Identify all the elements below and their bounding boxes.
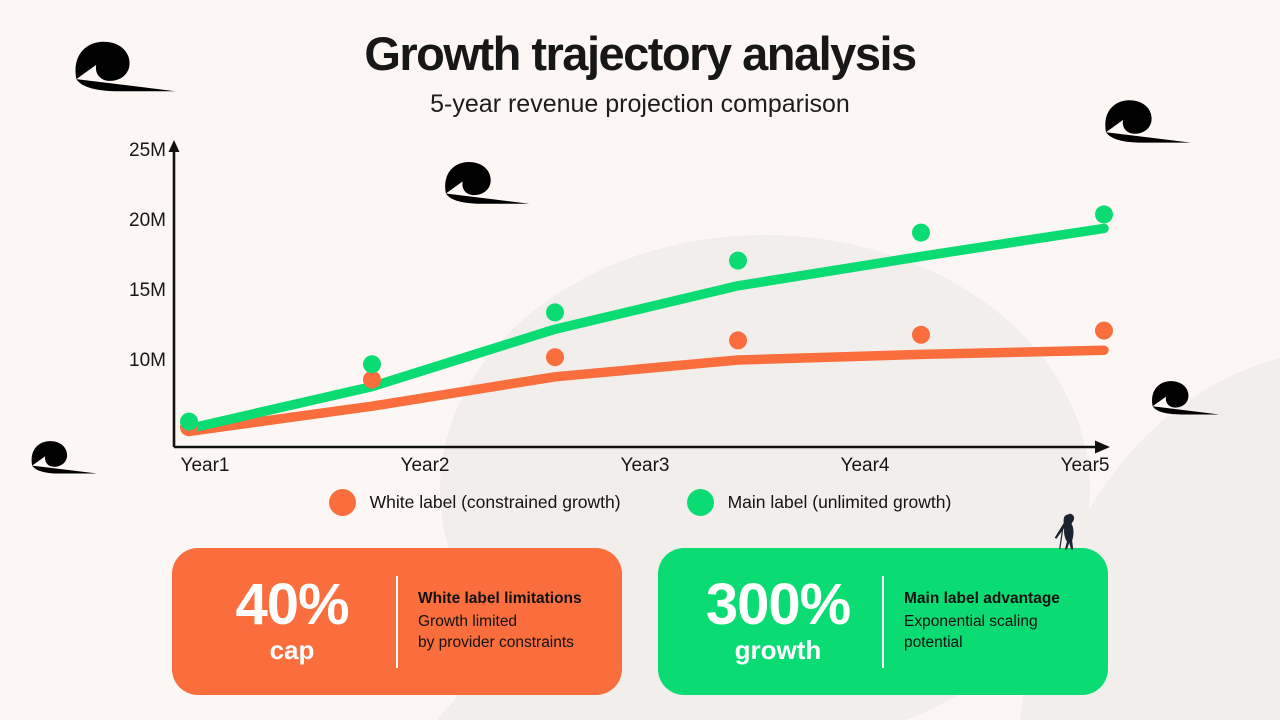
legend-item-main-label: Main label (unlimited growth) — [686, 489, 952, 516]
svg-text:$10M: $10M — [130, 350, 166, 371]
bird-icon — [1054, 513, 1075, 550]
card-heading: White label limitations — [418, 590, 582, 608]
white-label-card: 40% cap White label limitations Growth l… — [172, 548, 622, 695]
stat-block: 300% growth — [682, 571, 874, 666]
svg-text:Year3: Year3 — [621, 455, 670, 476]
svg-text:$15M: $15M — [130, 280, 166, 301]
card-text: Main label advantage Exponential scaling… — [904, 590, 1060, 653]
card-text: White label limitations Growth limited b… — [418, 590, 582, 653]
stat-block: 40% cap — [196, 571, 388, 666]
svg-text:Year4: Year4 — [841, 455, 890, 476]
stat-caption: cap — [269, 635, 315, 666]
page-title: Growth trajectory analysis — [364, 27, 917, 80]
main-label-dot-icon — [686, 489, 714, 516]
legend-item-white-label: White label (constrained growth) — [328, 489, 621, 516]
legend-label: Main label (unlimited growth) — [727, 492, 952, 512]
stat-cards: 40% cap White label limitations Growth l… — [0, 548, 1280, 695]
chart-legend: White label (constrained growth) Main la… — [0, 489, 1280, 516]
svg-text:Year2: Year2 — [401, 455, 450, 476]
page-subtitle: 5-year revenue projection comparison — [430, 90, 850, 118]
card-heading: Main label advantage — [904, 590, 1060, 608]
white-label-dot-icon — [328, 489, 356, 516]
stat-value: 40% — [235, 571, 349, 637]
legend-label: White label (constrained growth) — [369, 492, 621, 512]
revenue-projection-chart: $25M $20M $15M $10M Year1 Year2 Year3 Year4 Year… — [130, 140, 1113, 476]
card-divider — [396, 575, 398, 668]
card-body-line: Exponential scaling — [904, 613, 1038, 631]
main-label-card: 300% growth Main label advantage Exponen… — [658, 548, 1108, 695]
header: Growth trajectory analysis 5-year revenu… — [0, 26, 1280, 119]
card-body-line: potential — [904, 633, 963, 651]
svg-text:$20M: $20M — [130, 210, 166, 231]
card-body-line: by provider constraints — [418, 633, 574, 651]
svg-text:Year5: Year5 — [1061, 455, 1110, 476]
wind-swirl-icon — [31, 441, 114, 474]
svg-text:Year1: Year1 — [181, 455, 230, 476]
stat-caption: growth — [734, 635, 822, 666]
card-body-line: Growth limited — [418, 613, 518, 631]
card-divider — [882, 575, 884, 668]
wind-swirl-icon — [1152, 381, 1237, 415]
svg-text:$25M: $25M — [130, 140, 166, 161]
stat-value: 300% — [705, 571, 851, 637]
